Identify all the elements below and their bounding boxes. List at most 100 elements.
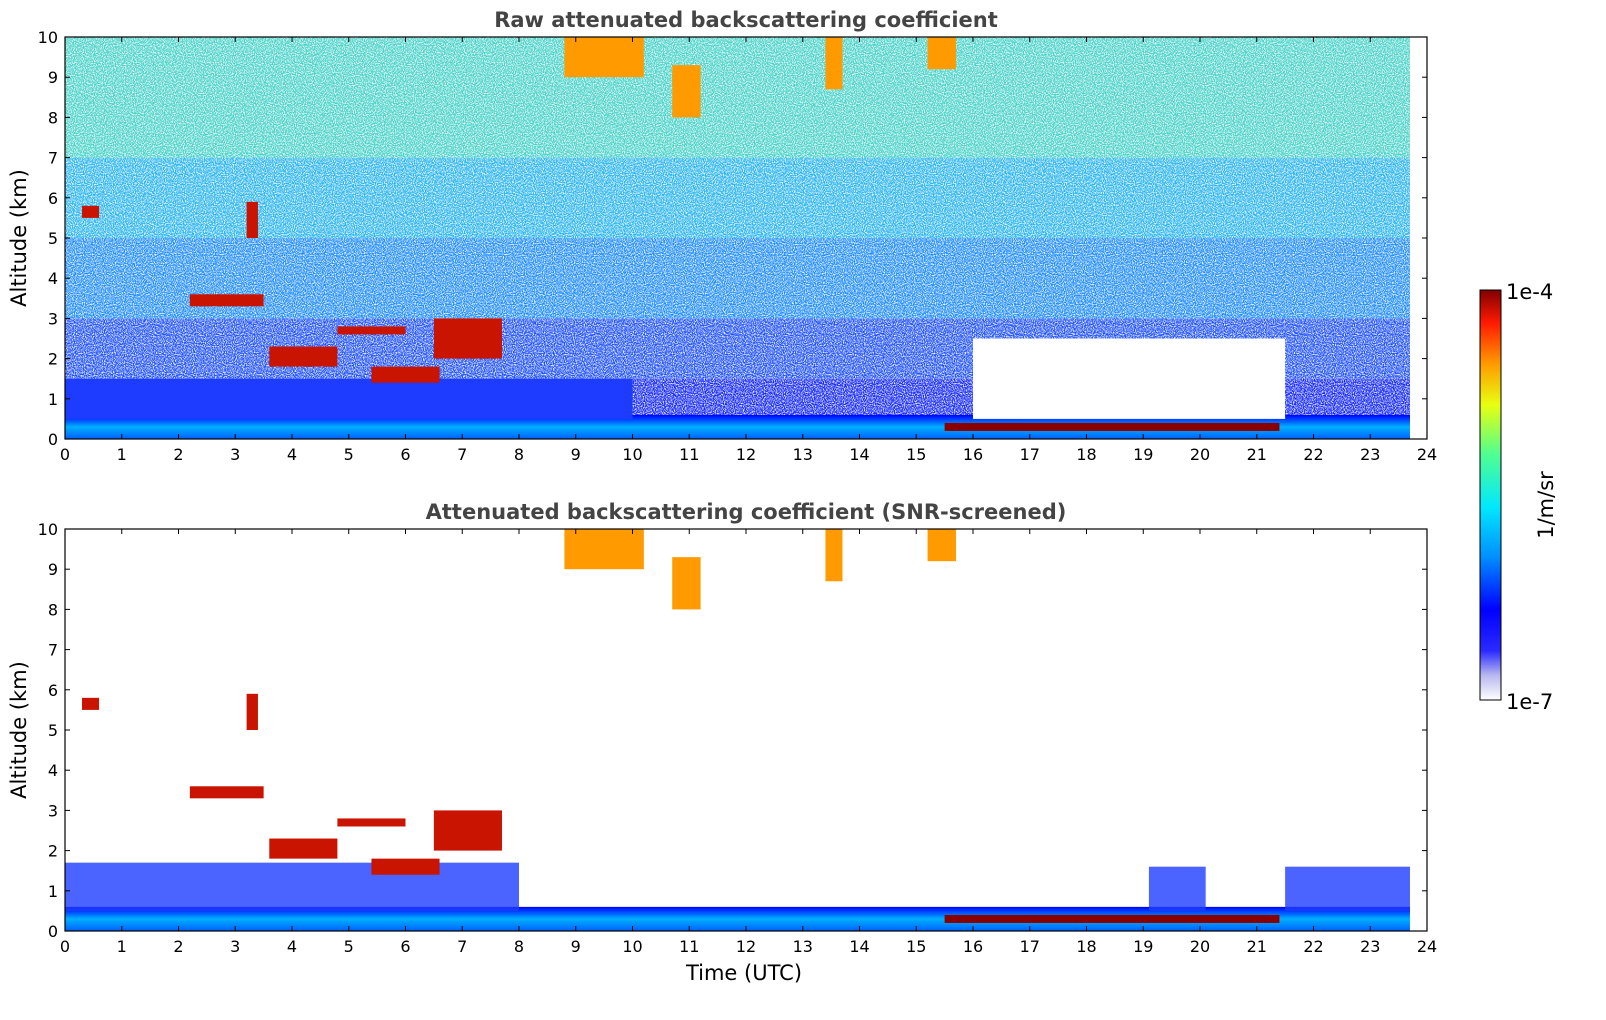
cloud-mark [371, 366, 440, 383]
noise-background [65, 37, 1410, 439]
attenuated-signal-mark [973, 338, 1286, 419]
y-tick-label: 6 [48, 681, 58, 700]
snr-screened-heatmap [65, 529, 1410, 931]
x-tick-label: 13 [793, 445, 813, 464]
x-tick-label: 8 [514, 445, 524, 464]
raw-panel-ylabel: Altitude (km) [7, 169, 31, 307]
y-tick-label: 10 [38, 28, 58, 47]
y-tick-label: 2 [48, 842, 58, 861]
cirrus-mark [564, 37, 644, 78]
x-tick-label: 18 [1076, 937, 1096, 956]
raw-backscatter-panel: Raw attenuated backscattering coefficien… [7, 8, 1437, 464]
raw-panel-title: Raw attenuated backscattering coefficien… [494, 8, 998, 32]
aerosol-layer-mark [1285, 866, 1410, 911]
raw-backscatter-heatmap [65, 37, 1410, 439]
y-tick-label: 4 [48, 761, 58, 780]
y-tick-label: 1 [48, 882, 58, 901]
y-tick-label: 7 [48, 149, 58, 168]
low-cloud-mark [944, 914, 1280, 923]
x-tick-label: 3 [230, 445, 240, 464]
y-tick-label: 6 [48, 189, 58, 208]
cloud-mark [189, 294, 264, 307]
cirrus-mark [825, 529, 843, 582]
cloud-mark [269, 838, 338, 859]
x-tick-label: 4 [287, 937, 297, 956]
y-tick-label: 1 [48, 390, 58, 409]
x-tick-label: 9 [571, 445, 581, 464]
colorbar-min-label: 1e-7 [1506, 690, 1553, 714]
x-tick-label: 10 [622, 445, 642, 464]
cloud-mark [82, 697, 100, 710]
y-tick-label: 3 [48, 801, 58, 820]
y-tick-label: 0 [48, 430, 58, 449]
cloud-mark [433, 318, 502, 359]
x-tick-label: 20 [1190, 445, 1210, 464]
x-tick-label: 23 [1360, 937, 1380, 956]
snr-panel-ylabel: Altitude (km) [7, 661, 31, 799]
y-tick-label: 7 [48, 641, 58, 660]
cloud-mark [82, 205, 100, 218]
cirrus-mark [672, 557, 701, 610]
x-tick-label: 5 [344, 445, 354, 464]
x-tick-label: 17 [1020, 937, 1040, 956]
cloud-mark [246, 201, 258, 238]
x-tick-label: 22 [1303, 937, 1323, 956]
cloud-mark [246, 693, 258, 730]
x-tick-label: 24 [1417, 445, 1437, 464]
x-tick-label: 19 [1133, 937, 1153, 956]
time-xlabel: Time (UTC) [685, 961, 802, 985]
x-tick-label: 12 [736, 937, 756, 956]
x-tick-label: 22 [1303, 445, 1323, 464]
y-tick-label: 9 [48, 68, 58, 87]
cloud-mark [337, 818, 406, 827]
x-tick-label: 20 [1190, 937, 1210, 956]
low-cloud-mark [944, 422, 1280, 431]
x-tick-label: 16 [963, 937, 983, 956]
y-tick-label: 3 [48, 309, 58, 328]
colorbar-max-label: 1e-4 [1506, 280, 1553, 304]
y-tick-label: 8 [48, 600, 58, 619]
cloud-mark [337, 326, 406, 335]
y-tick-label: 2 [48, 350, 58, 369]
y-tick-label: 8 [48, 108, 58, 127]
x-tick-label: 8 [514, 937, 524, 956]
x-tick-label: 21 [1247, 445, 1267, 464]
cirrus-mark [564, 529, 644, 570]
cirrus-mark [927, 529, 956, 562]
snr-panel-axes: 0 1 2 3 4 5 6 7 8 9 10 11 12 13 14 15 16 17 18 19 20 21 22 23 24… [38, 520, 1438, 956]
y-tick-label: 0 [48, 922, 58, 941]
cirrus-mark [825, 37, 843, 90]
x-tick-label: 15 [906, 937, 926, 956]
snr-panel-title: Attenuated backscattering coefficient (S… [426, 500, 1067, 524]
x-tick-label: 2 [173, 937, 183, 956]
x-tick-label: 2 [173, 445, 183, 464]
x-tick-label: 18 [1076, 445, 1096, 464]
aerosol-layer-mark [1148, 866, 1206, 911]
x-tick-label: 0 [60, 937, 70, 956]
x-tick-label: 7 [457, 445, 467, 464]
x-tick-label: 10 [622, 937, 642, 956]
x-tick-label: 14 [849, 937, 869, 956]
x-tick-label: 1 [117, 445, 127, 464]
y-tick-label: 5 [48, 721, 58, 740]
x-tick-label: 21 [1247, 937, 1267, 956]
x-tick-label: 17 [1020, 445, 1040, 464]
aerosol-layer-mark [65, 378, 633, 419]
aerosol-layer-mark [65, 862, 519, 911]
y-tick-label: 10 [38, 520, 58, 539]
x-tick-label: 24 [1417, 937, 1437, 956]
cirrus-mark [672, 65, 701, 118]
cloud-mark [371, 858, 440, 875]
x-tick-label: 16 [963, 445, 983, 464]
y-tick-label: 5 [48, 229, 58, 248]
x-tick-label: 6 [400, 445, 410, 464]
colorbar-unit-label: 1/m/sr [1534, 471, 1558, 539]
y-tick-label: 9 [48, 560, 58, 579]
cloud-mark [269, 346, 338, 367]
x-tick-label: 11 [679, 445, 699, 464]
raw-panel-axes: 0 1 2 3 4 5 6 7 8 9 10 11 12 13 14 15 16 17 18 19 20 21 22 23 24… [38, 28, 1438, 464]
x-tick-label: 0 [60, 445, 70, 464]
x-tick-label: 19 [1133, 445, 1153, 464]
x-tick-label: 5 [344, 937, 354, 956]
cloud-mark [433, 810, 502, 851]
